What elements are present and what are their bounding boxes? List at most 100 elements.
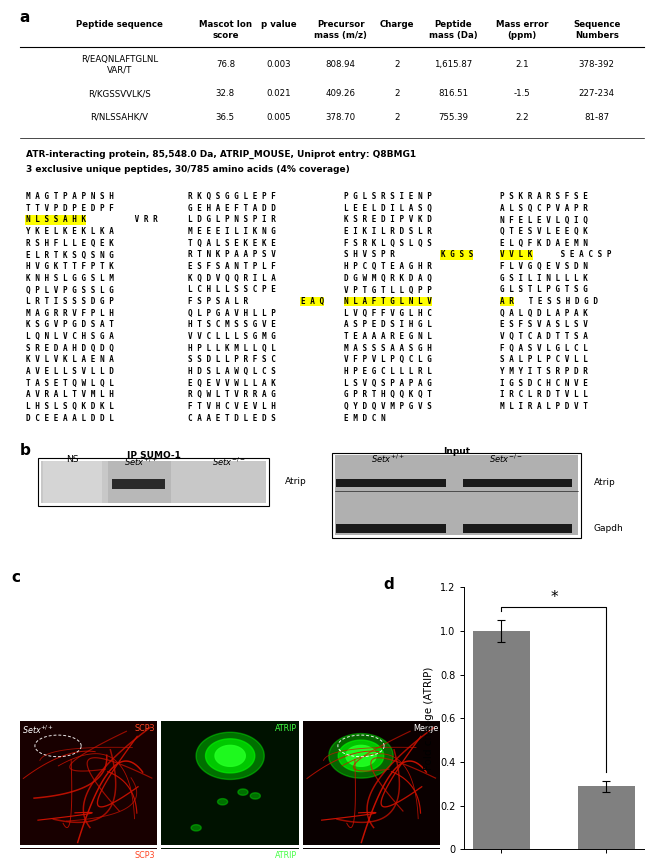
Bar xyxy=(303,848,441,858)
Text: -1.5: -1.5 xyxy=(514,89,530,98)
Text: S H V S P R: S H V S P R xyxy=(344,251,400,259)
Bar xyxy=(161,721,299,845)
Text: $Setx^{-/-}$: $Setx^{-/-}$ xyxy=(212,456,245,468)
Text: K S R E D I P V K D: K S R E D I P V K D xyxy=(344,215,432,225)
Text: N F E L E V L Q I Q: N F E L E V L Q I Q xyxy=(500,215,588,225)
Text: K N H S L G G S L M: K N H S L G G S L M xyxy=(26,274,114,283)
Text: T Q A L S E K E K E: T Q A L S E K E K E xyxy=(188,239,276,248)
Text: K Q D V Q Q R I L A: K Q D V Q Q R I L A xyxy=(188,274,276,283)
Text: Sequence
Numbers: Sequence Numbers xyxy=(573,21,620,39)
Text: P G L S R S I E N P: P G L S R S I E N P xyxy=(344,192,432,201)
Text: Mascot Ion
score: Mascot Ion score xyxy=(199,21,252,39)
Bar xyxy=(20,848,157,858)
Text: E M D C N: E M D C N xyxy=(344,414,385,423)
Text: S E A C S P: S E A C S P xyxy=(556,251,612,259)
Text: H T S C M S S G V E: H T S C M S S G V E xyxy=(188,320,276,329)
Text: R T N K P A A P S V: R T N K P A A P S V xyxy=(188,251,276,259)
Bar xyxy=(473,631,530,849)
Text: c: c xyxy=(11,570,20,584)
Text: Atrip: Atrip xyxy=(593,479,616,487)
Text: Q P L V P G S S L G: Q P L V P G S S L G xyxy=(26,286,114,294)
Bar xyxy=(43,461,103,504)
Text: K G S S: K G S S xyxy=(441,251,473,259)
Text: Q Y D Q V M P G V S: Q Y D Q V M P G V S xyxy=(344,402,432,411)
Text: R Q W L T V R R A G: R Q W L T V R R A G xyxy=(188,390,276,399)
Bar xyxy=(108,461,170,504)
Text: 2.2: 2.2 xyxy=(515,113,528,122)
Text: M E E E I L I K N G: M E E E I L I K N G xyxy=(188,227,276,236)
Text: L S V Q S P A P A G: L S V Q S P A P A G xyxy=(344,378,432,388)
Text: L C H L L S S C P E: L C H L L S S C P E xyxy=(188,286,276,294)
Text: 378-392: 378-392 xyxy=(578,60,615,69)
Text: $Setx^{-/-}$: $Setx^{-/-}$ xyxy=(21,851,54,858)
Bar xyxy=(337,479,446,487)
Text: 2: 2 xyxy=(395,60,400,69)
Text: G S I L I N L L L K: G S I L I N L L L K xyxy=(500,274,588,283)
Text: H V G K T T F P T K: H V G K T T F P T K xyxy=(26,262,114,271)
Text: V Q T C A D T T S A: V Q T C A D T T S A xyxy=(500,332,588,341)
Text: 36.5: 36.5 xyxy=(216,113,235,122)
Text: L Q N L V C H S G A: L Q N L V C H S G A xyxy=(26,332,114,341)
Text: Gapdh: Gapdh xyxy=(593,523,623,533)
Text: A L S Q C P V A P R: A L S Q C P V A P R xyxy=(500,203,588,213)
Text: IP SUMO-1: IP SUMO-1 xyxy=(127,451,181,460)
Bar xyxy=(578,786,635,849)
Polygon shape xyxy=(250,793,261,799)
Text: Y M Y I T S R P D R: Y M Y I T S R P D R xyxy=(500,367,588,376)
Text: M A S S S A A S G H: M A S S S A A S G H xyxy=(344,344,432,353)
Text: L V Q F F V G L H C: L V Q F F V G L H C xyxy=(344,309,432,317)
Text: 76.8: 76.8 xyxy=(216,60,235,69)
Text: D G W M Q R K D A Q: D G W M Q R K D A Q xyxy=(344,274,432,283)
Text: 2.1: 2.1 xyxy=(515,60,528,69)
Text: N L S S A H K: N L S S A H K xyxy=(26,215,86,225)
Polygon shape xyxy=(205,739,255,773)
Text: R S H F L L E Q E K: R S H F L L E Q E K xyxy=(26,239,114,248)
Text: R/EAQNLAFTGLNL
VAR/T: R/EAQNLAFTGLNL VAR/T xyxy=(81,55,158,75)
Text: $Setx^{+/+}$: $Setx^{+/+}$ xyxy=(371,453,404,465)
Text: 1,615.87: 1,615.87 xyxy=(434,60,473,69)
Text: 378.70: 378.70 xyxy=(326,113,356,122)
Text: 81-87: 81-87 xyxy=(584,113,609,122)
Text: H P L L K M L L Q L: H P L L K M L L Q L xyxy=(188,344,276,353)
Text: A V R A L T V M L H: A V R A L T V M L H xyxy=(26,390,114,399)
Text: T T V P D P E D P F: T T V P D P E D P F xyxy=(26,203,114,213)
Text: d: d xyxy=(384,577,395,592)
Text: C A A E T D L E D S: C A A E T D L E D S xyxy=(188,414,276,423)
Text: L E E L D I L A S Q: L E E L D I L A S Q xyxy=(344,203,432,213)
Text: T E A A A R E G N L: T E A A A R E G N L xyxy=(344,332,432,341)
Text: E I K I L R D S L R: E I K I L R D S L R xyxy=(344,227,432,236)
Polygon shape xyxy=(196,732,265,779)
Text: R/NLSSAHK/V: R/NLSSAHK/V xyxy=(90,113,148,122)
Text: S R E D A H D Q D Q: S R E D A H D Q D Q xyxy=(26,344,114,353)
Text: 3 exclusive unique peptides, 30/785 amino acids (4% coverage): 3 exclusive unique peptides, 30/785 amin… xyxy=(26,165,350,174)
Text: 409.26: 409.26 xyxy=(326,89,356,98)
Text: H D S L A W Q L C S: H D S L A W Q L C S xyxy=(188,367,276,376)
Text: p value: p value xyxy=(261,21,296,29)
Text: L D G L P N S P I R: L D G L P N S P I R xyxy=(188,215,276,225)
Bar xyxy=(38,458,269,506)
Text: E L Q F K D A E M N: E L Q F K D A E M N xyxy=(500,239,588,248)
Text: K V L V K L A E N A: K V L V K L A E N A xyxy=(26,355,114,365)
Text: Precursor
mass (m/z): Precursor mass (m/z) xyxy=(315,21,367,39)
Text: M A G R R V F P L H: M A G R R V F P L H xyxy=(26,309,114,317)
Y-axis label: Fold change (ATRIP): Fold change (ATRIP) xyxy=(424,667,434,770)
Text: M L I R A L P D V T: M L I R A L P D V T xyxy=(500,402,588,411)
Bar xyxy=(177,461,261,504)
Text: L R T I S S S D G P: L R T I S S S D G P xyxy=(26,297,114,306)
Polygon shape xyxy=(191,825,202,831)
Text: A V E L L S V L L D: A V E L L S V L L D xyxy=(26,367,114,376)
Text: Merge: Merge xyxy=(413,851,439,858)
Text: Q T E S V L E E Q K: Q T E S V L E E Q K xyxy=(500,227,588,236)
Text: R K Q S G G L E P F: R K Q S G G L E P F xyxy=(188,192,276,201)
Text: $Setx^{+/+}$: $Setx^{+/+}$ xyxy=(21,723,54,736)
Text: 2: 2 xyxy=(395,113,400,122)
Polygon shape xyxy=(338,740,384,771)
Text: D C E E A A L D D L: D C E E A A L D D L xyxy=(26,414,114,423)
Text: E L R T K S Q S N G: E L R T K S Q S N G xyxy=(26,251,114,259)
Text: ATRIP: ATRIP xyxy=(275,851,297,858)
Bar xyxy=(161,848,299,858)
Bar xyxy=(303,721,441,845)
Text: Atrip: Atrip xyxy=(285,477,306,486)
Text: I G S D C H C N V E: I G S D C H C N V E xyxy=(500,378,588,388)
Text: Input: Input xyxy=(443,447,470,456)
